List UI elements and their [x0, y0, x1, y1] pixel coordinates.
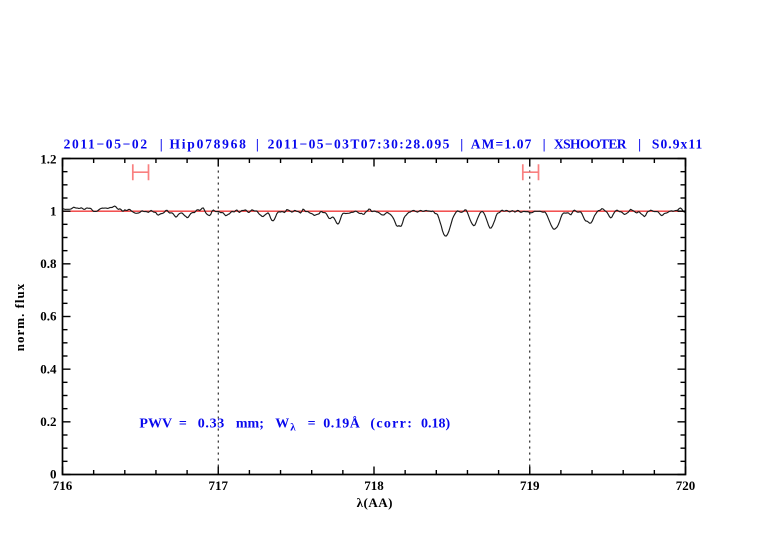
svg-text:0.2: 0.2 [40, 414, 56, 429]
svg-text:=: = [179, 416, 187, 431]
svg-text:0.19Å: 0.19Å [323, 415, 361, 431]
svg-text:1: 1 [50, 203, 57, 218]
svg-text:2011−05−02: 2011−05−02 [64, 137, 149, 152]
svg-text:0.8: 0.8 [40, 256, 57, 271]
svg-text:0.18): 0.18) [421, 416, 451, 431]
svg-text:|: | [160, 137, 163, 152]
svg-text:AM=1.07: AM=1.07 [471, 137, 533, 152]
svg-text:716: 716 [53, 478, 73, 493]
svg-text:720: 720 [676, 478, 696, 493]
svg-text:norm. flux: norm. flux [12, 283, 27, 352]
svg-text:=: = [308, 416, 316, 431]
svg-text:Hip078968: Hip078968 [170, 137, 248, 152]
svg-text:718: 718 [364, 478, 384, 493]
svg-text:mm;: mm; [236, 416, 264, 431]
svg-text:PWV: PWV [139, 416, 172, 431]
svg-text:|: | [256, 137, 259, 152]
svg-text:0.4: 0.4 [40, 361, 57, 376]
svg-text:|: | [543, 137, 546, 152]
svg-text:λ: λ [290, 421, 296, 433]
svg-text:W: W [275, 416, 289, 431]
svg-text:XSHOOTER: XSHOOTER [554, 137, 627, 152]
svg-text:1.2: 1.2 [40, 152, 56, 167]
svg-text:(corr:: (corr: [370, 416, 413, 431]
svg-text:λ(AA): λ(AA) [357, 495, 393, 510]
svg-text:|: | [638, 137, 641, 152]
svg-text:0.33: 0.33 [198, 416, 225, 431]
svg-text:|: | [460, 137, 463, 152]
svg-text:719: 719 [520, 478, 540, 493]
svg-text:717: 717 [208, 478, 228, 493]
svg-text:2011−05−03T07:30:28.095: 2011−05−03T07:30:28.095 [268, 137, 451, 152]
svg-text:0.6: 0.6 [40, 309, 57, 324]
svg-text:S0.9x11: S0.9x11 [652, 137, 703, 152]
svg-text:0: 0 [50, 467, 57, 482]
